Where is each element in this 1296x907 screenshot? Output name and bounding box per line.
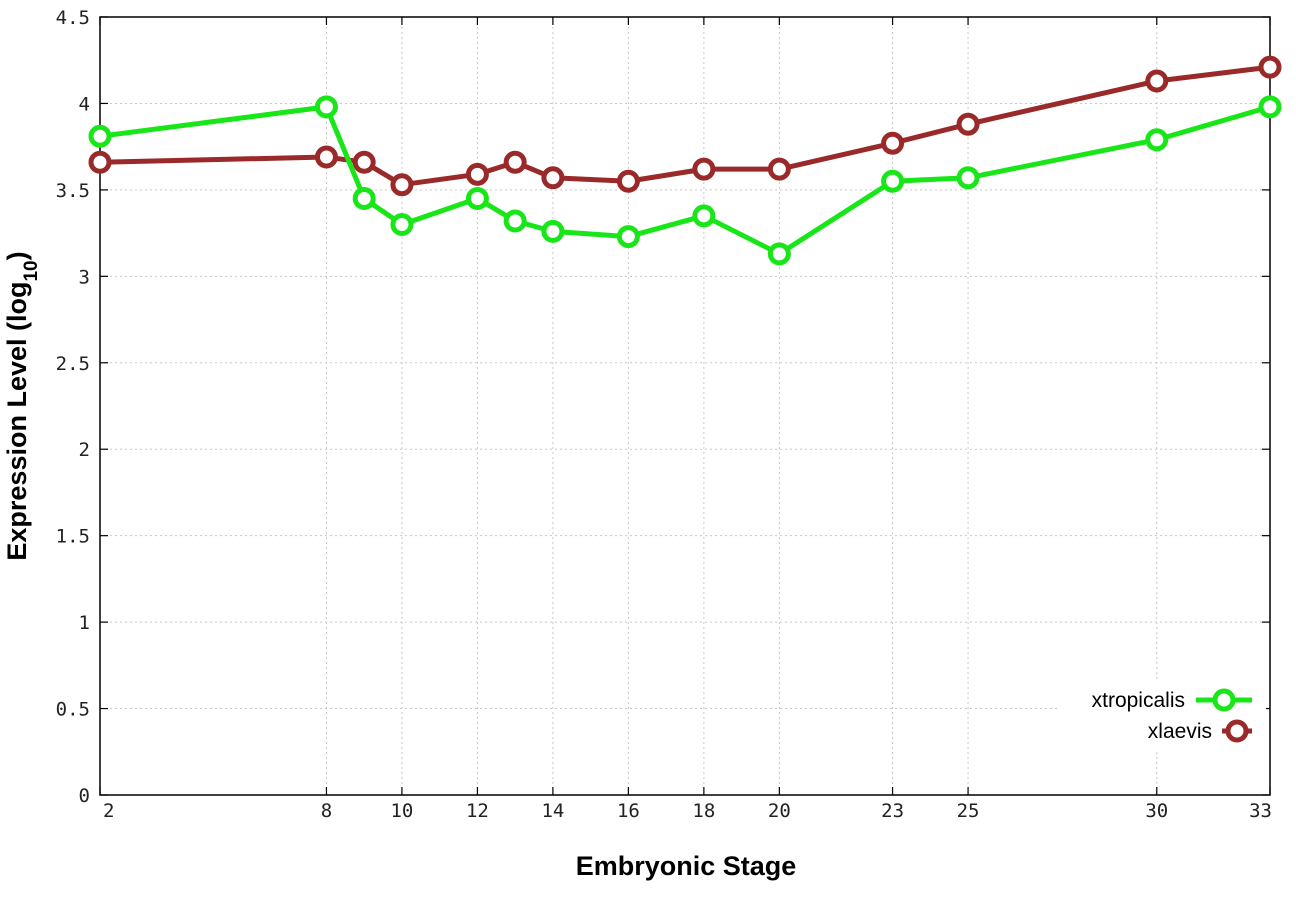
data-point-xlaevis (1145, 69, 1169, 93)
data-point-xlaevis (465, 162, 489, 186)
data-point-xtropicalis (956, 166, 980, 190)
data-point-xtropicalis (616, 225, 640, 249)
data-point-xtropicalis (881, 169, 905, 193)
y-axis-title-close: ) (2, 251, 32, 260)
x-tick-label: 25 (957, 800, 980, 822)
x-axis-title: Embryonic Stage (576, 851, 797, 881)
data-point-xtropicalis (390, 212, 414, 236)
data-point-xtropicalis (541, 219, 565, 243)
y-axis-title-subscript: 10 (21, 260, 42, 281)
x-tick-label: 18 (692, 800, 715, 822)
legend-entry-xtropicalis: xtropicalis (1092, 688, 1252, 712)
data-point-xlaevis (503, 150, 527, 174)
x-tick-label: 16 (617, 800, 640, 822)
y-tick-label: 0 (79, 785, 90, 807)
y-tick-label: 2 (79, 439, 90, 461)
ticks: 2 8 10 12 14 16 18 20 23 25 30 33 0 0.5 1 1.5 2 2.5 3 3.5 4 4… (56, 7, 1272, 822)
data-point-xlaevis (881, 131, 905, 155)
y-tick-label: 1.5 (56, 526, 90, 548)
x-tick-label: 33 (1249, 800, 1272, 822)
data-point-xtropicalis (1145, 128, 1169, 152)
data-point-xtropicalis (352, 187, 376, 211)
series-line-xlaevis (97, 64, 1273, 188)
x-tick-label: 12 (466, 800, 489, 822)
legend-marker-xlaevis (1225, 719, 1249, 743)
data-point-xlaevis (352, 150, 376, 174)
x-tick-label: 30 (1145, 800, 1168, 822)
data-point-xlaevis (88, 150, 112, 174)
legend: xtropicalis xlaevis (1060, 680, 1266, 750)
x-tick-label: 2 (103, 800, 114, 822)
legend-entry-xlaevis: xlaevis (1148, 719, 1252, 743)
data-point-xtropicalis (314, 95, 338, 119)
data-point-xlaevis (767, 157, 791, 181)
series (88, 55, 1282, 266)
data-point-xtropicalis (767, 242, 791, 266)
data-point-xlaevis (1258, 55, 1282, 79)
data-point-xtropicalis (503, 209, 527, 233)
data-point-xtropicalis (692, 204, 716, 228)
data-point-xtropicalis (88, 124, 112, 148)
data-point-xlaevis (314, 145, 338, 169)
x-tick-label: 23 (881, 800, 904, 822)
x-tick-label: 10 (390, 800, 413, 822)
grid (100, 17, 1270, 795)
y-tick-label: 3 (79, 266, 90, 288)
y-tick-label: 4 (79, 93, 90, 115)
data-point-xlaevis (616, 169, 640, 193)
x-tick-label: 8 (321, 800, 332, 822)
legend-label-xlaevis: xlaevis (1148, 720, 1212, 743)
x-tick-label: 20 (768, 800, 791, 822)
series-line-xtropicalis (97, 104, 1273, 257)
data-point-xlaevis (956, 112, 980, 136)
x-tick-label: 14 (541, 800, 564, 822)
y-axis-title-main: Expression Level (log (2, 282, 32, 561)
legend-marker-xtropicalis (1212, 688, 1236, 712)
legend-label-xtropicalis: xtropicalis (1092, 689, 1185, 712)
y-tick-label: 4.5 (56, 7, 90, 29)
y-tick-label: 2.5 (56, 353, 90, 375)
data-point-xlaevis (390, 173, 414, 197)
data-point-xtropicalis (465, 187, 489, 211)
y-axis-title: Expression Level (log10) (2, 251, 42, 560)
data-point-xlaevis (692, 157, 716, 181)
plot-frame (99, 16, 1271, 796)
y-tick-label: 3.5 (56, 180, 90, 202)
y-tick-label: 1 (79, 612, 90, 634)
data-point-xtropicalis (1258, 95, 1282, 119)
data-point-xlaevis (541, 166, 565, 190)
y-tick-label: 0.5 (56, 699, 90, 721)
